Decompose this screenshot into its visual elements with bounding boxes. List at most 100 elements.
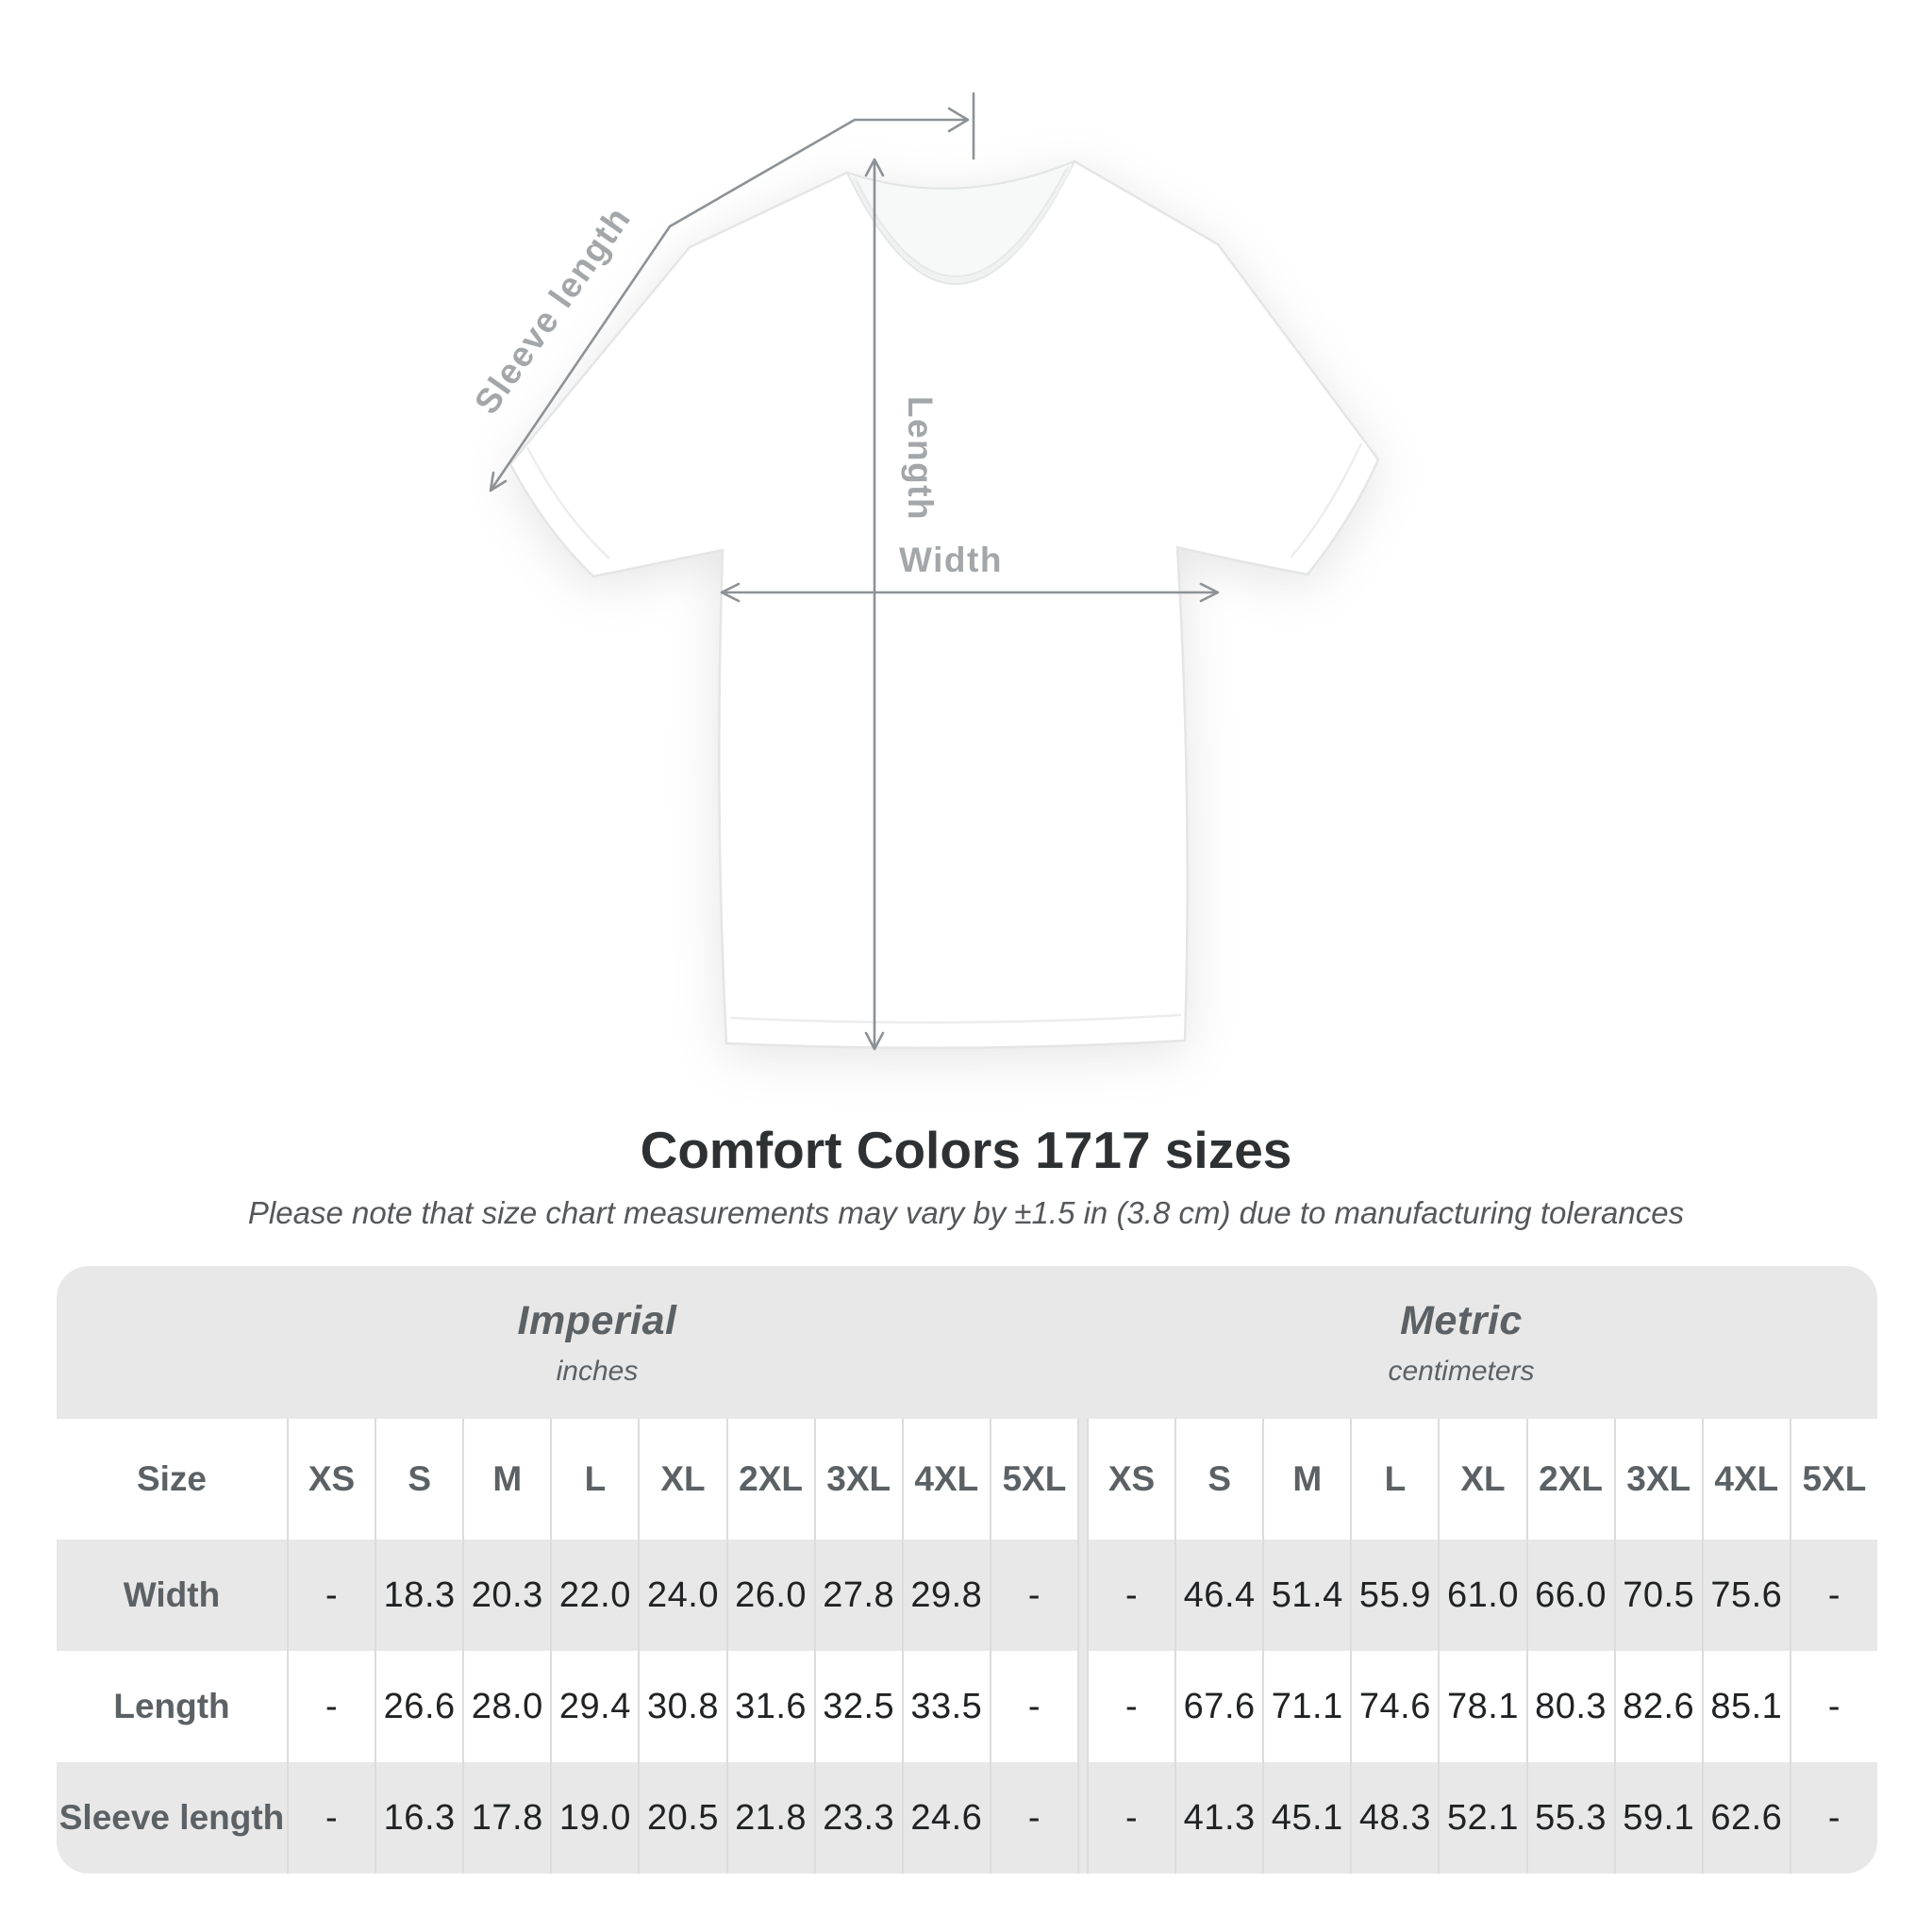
value-cell-metric: -: [1087, 1651, 1175, 1762]
value-cell-imperial: 30.8: [638, 1651, 726, 1762]
imperial-group-name: Imperial: [517, 1297, 677, 1343]
row-label: Length: [57, 1651, 287, 1762]
size-header-imperial-5xl: 5XL: [989, 1419, 1077, 1540]
value-cell-imperial: 24.6: [901, 1762, 990, 1874]
value-cell-metric: 45.1: [1262, 1762, 1351, 1874]
right-sleeve-seam: [1290, 442, 1363, 558]
metric-group-unit: centimeters: [1388, 1355, 1535, 1387]
page-subtitle: Please note that size chart measurements…: [247, 1195, 1685, 1230]
value-cell-metric: -: [1789, 1762, 1877, 1874]
size-header-metric-xl: XL: [1438, 1419, 1526, 1540]
value-cell-metric: 61.0: [1438, 1540, 1526, 1651]
tshirt-graphic: [508, 159, 1380, 1050]
value-cell-metric: 66.0: [1525, 1540, 1614, 1651]
value-cell-imperial: 19.0: [550, 1762, 639, 1874]
imperial-metric-divider: [1077, 1651, 1087, 1762]
width-arrow: [720, 582, 1220, 603]
value-cell-imperial: 29.8: [901, 1540, 990, 1651]
size-header-imperial-3xl: 3XL: [813, 1419, 902, 1540]
value-cell-metric: -: [1789, 1540, 1877, 1651]
imperial-group-unit: inches: [556, 1355, 639, 1387]
value-cell-imperial: 24.0: [638, 1540, 726, 1651]
row-label: Width: [57, 1540, 287, 1651]
imperial-metric-divider: [1077, 1419, 1087, 1540]
value-cell-metric: 67.6: [1174, 1651, 1263, 1762]
value-cell-imperial: 29.4: [550, 1651, 639, 1762]
value-cell-imperial: 33.5: [901, 1651, 990, 1762]
size-header-imperial-l: L: [550, 1419, 639, 1540]
size-header-imperial-m: M: [462, 1419, 551, 1540]
collar-shade: [851, 164, 1073, 283]
size-header-metric-4xl: 4XL: [1701, 1419, 1790, 1540]
value-cell-metric: 71.1: [1262, 1651, 1351, 1762]
value-cell-imperial: 28.0: [462, 1651, 551, 1762]
value-cell-imperial: -: [287, 1651, 375, 1762]
size-column-header: Size: [57, 1419, 287, 1540]
left-sleeve-seam: [525, 446, 610, 559]
value-cell-metric: 41.3: [1174, 1762, 1263, 1874]
value-cell-imperial: -: [287, 1540, 375, 1651]
length-label: Length: [901, 396, 940, 521]
imperial-metric-divider: [1077, 1762, 1087, 1874]
value-cell-imperial: 20.5: [638, 1762, 726, 1874]
metric-group-header: Metric centimeters: [1087, 1266, 1877, 1419]
size-header-imperial-s: S: [375, 1419, 463, 1540]
value-cell-metric: 46.4: [1174, 1540, 1263, 1651]
value-cell-imperial: 17.8: [462, 1762, 551, 1874]
value-cell-imperial: 23.3: [813, 1762, 902, 1874]
value-cell-metric: -: [1087, 1762, 1175, 1874]
size-header-metric-l: L: [1350, 1419, 1439, 1540]
hem-seam: [729, 1013, 1182, 1024]
value-cell-imperial: 26.6: [375, 1651, 463, 1762]
size-header-metric-s: S: [1174, 1419, 1263, 1540]
value-cell-imperial: 22.0: [550, 1540, 639, 1651]
value-cell-imperial: 32.5: [813, 1651, 902, 1762]
page-title: Comfort Colors 1717 sizes: [640, 1121, 1292, 1179]
size-header-metric-2xl: 2XL: [1525, 1419, 1614, 1540]
value-cell-imperial: 20.3: [462, 1540, 551, 1651]
value-cell-imperial: 26.0: [725, 1540, 814, 1651]
sleeve-length-arrow: [489, 92, 975, 492]
size-header-imperial-2xl: 2XL: [725, 1419, 814, 1540]
size-header-metric-5xl: 5XL: [1789, 1419, 1877, 1540]
size-header-imperial-xs: XS: [287, 1419, 375, 1540]
size-header-metric-3xl: 3XL: [1613, 1419, 1702, 1540]
size-table-card: Imperial inches Metric centimeters Size X…: [57, 1266, 1877, 1874]
row-label: Sleeve length: [57, 1762, 287, 1874]
value-cell-metric: 85.1: [1701, 1651, 1790, 1762]
size-header-metric-xs: XS: [1087, 1419, 1175, 1540]
value-cell-imperial: 16.3: [375, 1762, 463, 1874]
value-cell-metric: 62.6: [1701, 1762, 1790, 1874]
value-cell-metric: 82.6: [1613, 1651, 1702, 1762]
value-cell-metric: 52.1: [1438, 1762, 1526, 1874]
value-cell-metric: 75.6: [1701, 1540, 1790, 1651]
size-header-imperial-4xl: 4XL: [901, 1419, 990, 1540]
imperial-group-header: Imperial inches: [57, 1266, 1087, 1419]
value-cell-metric: 74.6: [1350, 1651, 1439, 1762]
value-cell-imperial: 18.3: [375, 1540, 463, 1651]
tshirt-measurement-diagram: Sleeve length Length Width: [467, 92, 1380, 1051]
value-cell-metric: 48.3: [1350, 1762, 1439, 1874]
value-cell-metric: -: [1087, 1540, 1175, 1651]
value-cell-imperial: 27.8: [813, 1540, 902, 1651]
value-cell-metric: 55.3: [1525, 1762, 1614, 1874]
size-header-imperial-xl: XL: [638, 1419, 726, 1540]
group-header-gap: [1077, 1266, 1087, 1419]
value-cell-metric: 59.1: [1613, 1762, 1702, 1874]
imperial-metric-divider: [1077, 1540, 1087, 1651]
value-cell-metric: 55.9: [1350, 1540, 1439, 1651]
value-cell-metric: 80.3: [1525, 1651, 1614, 1762]
length-arrow: [864, 158, 885, 1051]
value-cell-imperial: -: [287, 1762, 375, 1874]
value-cell-imperial: 31.6: [725, 1651, 814, 1762]
value-cell-metric: -: [1789, 1651, 1877, 1762]
value-cell-imperial: -: [989, 1651, 1077, 1762]
value-cell-imperial: -: [989, 1540, 1077, 1651]
size-table: Imperial inches Metric centimeters Size X…: [57, 1266, 1877, 1874]
size-header-metric-m: M: [1262, 1419, 1351, 1540]
metric-group-name: Metric: [1400, 1297, 1523, 1343]
value-cell-imperial: -: [989, 1762, 1077, 1874]
value-cell-metric: 70.5: [1613, 1540, 1702, 1651]
value-cell-metric: 78.1: [1438, 1651, 1526, 1762]
collar-stitch: [856, 169, 1067, 277]
